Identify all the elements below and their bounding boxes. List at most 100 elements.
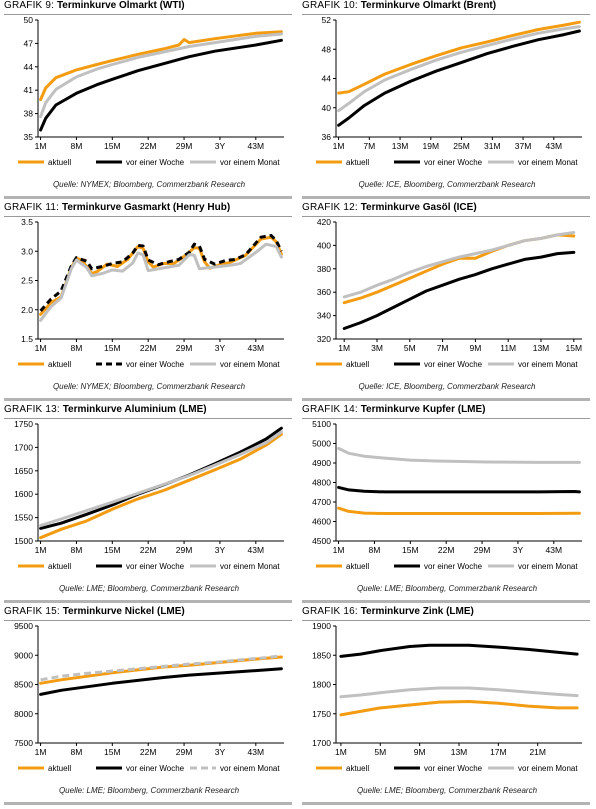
legend-label: vor einer Woche: [424, 158, 483, 167]
x-tick-label: 22M: [438, 545, 455, 555]
x-tick-label: 17M: [490, 747, 507, 757]
legend-label: aktuell: [48, 562, 71, 571]
y-tick-label: 320: [317, 334, 331, 344]
x-tick-label: 8M: [71, 141, 83, 151]
chart-panel-13: GRAFIK 13: Terminkurve Aluminium (LME) 1…: [0, 404, 298, 606]
chart-title: GRAFIK 9: Terminkurve Olmarkt (WTI): [4, 0, 185, 11]
legend-label: vor einer Woche: [126, 562, 185, 571]
x-tick-label: 8M: [71, 747, 83, 757]
series-line-3: [39, 242, 283, 322]
y-tick-label: 5100: [312, 419, 331, 429]
x-tick-label: 21M: [529, 747, 546, 757]
divider: [302, 216, 590, 217]
legend-label: vor einem Monat: [518, 158, 578, 167]
chart-source: Quelle: LME; Bloomberg, Commerzbank Rese…: [58, 786, 240, 795]
y-tick-label: 38: [24, 109, 34, 119]
y-tick-label: 7500: [14, 738, 33, 748]
series-line-3: [337, 446, 581, 464]
x-tick-label: 29M: [176, 343, 193, 353]
chart-title-text: Terminkurve Kupfer (LME): [360, 404, 486, 415]
y-tick-label: 2.5: [21, 276, 33, 286]
legend-label: aktuell: [346, 562, 369, 571]
chart-panel-12: GRAFIK 12: Terminkurve Gasöl (ICE) 320 34…: [298, 202, 596, 404]
series-line-1: [339, 700, 579, 717]
chart-title-text: Terminkurve Gasmarkt (Henry Hub): [61, 202, 231, 213]
chart-panel-9: GRAFIK 9: Terminkurve Olmarkt (WTI) 35 38…: [0, 0, 298, 202]
series-line-3: [339, 686, 579, 699]
chart-title-text: Terminkurve Olmarkt (Brent): [360, 0, 497, 11]
series-line-2: [39, 667, 283, 696]
chart-source: Quelle: NYMEX; Bloomberg, Commerzbank Re…: [52, 382, 246, 391]
x-tick-label: 37M: [515, 141, 532, 151]
x-tick-label: 13M: [533, 343, 550, 353]
x-tick-label: 1M: [35, 343, 47, 353]
y-tick-label: 1750: [14, 419, 33, 429]
y-tick-label: 41: [24, 85, 34, 95]
y-tick-label: 3.0: [21, 246, 33, 256]
x-tick-label: 43M: [248, 343, 265, 353]
series-line-2: [337, 485, 581, 494]
y-tick-label: 50: [24, 15, 34, 25]
divider: [302, 398, 590, 401]
x-tick-label: 1M: [35, 747, 47, 757]
divider: [302, 14, 590, 15]
y-tick-label: 4900: [312, 458, 331, 468]
y-tick-label: 1.5: [21, 334, 33, 344]
y-tick-label: 420: [317, 217, 331, 227]
x-tick-label: 1M: [335, 747, 347, 757]
x-tick-label: 8M: [71, 545, 83, 555]
y-tick-label: 1800: [312, 680, 331, 690]
chart-number: GRAFIK 13:: [4, 404, 60, 415]
x-tick-label: 3Y: [513, 545, 524, 555]
y-tick-label: 1750: [312, 709, 331, 719]
chart-title-text: Terminkurve Zink (LME): [360, 606, 474, 617]
x-tick-label: 22M: [140, 747, 157, 757]
series-line-3: [39, 430, 283, 528]
legend-label: vor einer Woche: [424, 764, 483, 773]
legend-label: vor einer Woche: [424, 360, 483, 369]
y-tick-label: 9500: [14, 621, 33, 631]
chart-panel-10: GRAFIK 10: Terminkurve Olmarkt (Brent) 3…: [298, 0, 596, 202]
chart-title: GRAFIK 14: Terminkurve Kupfer (LME): [302, 404, 486, 415]
y-tick-label: 2.0: [21, 305, 33, 315]
y-tick-label: 1900: [312, 621, 331, 631]
y-tick-label: 1550: [14, 513, 33, 523]
divider: [302, 600, 590, 603]
x-tick-label: 43M: [248, 141, 265, 151]
x-tick-label: 1M: [333, 141, 345, 151]
x-tick-label: 1M: [35, 545, 47, 555]
divider: [4, 196, 292, 199]
legend-label: aktuell: [48, 764, 71, 773]
x-tick-label: 43M: [248, 747, 265, 757]
x-tick-label: 13M: [392, 141, 409, 151]
x-tick-label: 5M: [374, 747, 386, 757]
x-tick-label: 43M: [248, 545, 265, 555]
divider: [4, 418, 292, 419]
y-tick-label: 4700: [312, 497, 331, 507]
y-tick-label: 1700: [312, 738, 331, 748]
chart-number: GRAFIK 14:: [302, 404, 358, 415]
legend-label: vor einem Monat: [220, 158, 280, 167]
y-tick-label: 44: [322, 74, 332, 84]
y-tick-label: 8500: [14, 680, 33, 690]
x-tick-label: 7M: [437, 343, 449, 353]
x-tick-label: 43M: [546, 545, 563, 555]
legend-label: vor einer Woche: [126, 360, 185, 369]
legend-label: vor einer Woche: [126, 158, 185, 167]
chart-svg: 4500 4600 4700 4800 4900 5000 5100 1M 8M 15M 22M 29…: [312, 419, 582, 571]
y-tick-label: 35: [24, 132, 34, 142]
x-tick-label: 11M: [500, 343, 516, 353]
legend-label: vor einem Monat: [518, 562, 578, 571]
chart-source: Quelle: LME; Bloomberg, Commerzbank Rese…: [356, 584, 538, 593]
divider: [302, 620, 590, 621]
chart-title: GRAFIK 10: Terminkurve Olmarkt (Brent): [302, 0, 496, 11]
chart-svg: 1.5 2.0 2.5 3.0 3.5 1M 8M 15M 22M 29M 3Y 43M aktuell…: [18, 217, 284, 369]
chart-source: Quelle: ICE, Bloomberg, Commerzbank Rese…: [358, 382, 536, 391]
chart-source: Quelle: NYMEX; Bloomberg, Commerzbank Re…: [52, 180, 246, 189]
legend-label: aktuell: [346, 158, 369, 167]
y-tick-label: 1600: [14, 489, 33, 499]
y-tick-label: 340: [317, 311, 331, 321]
y-tick-label: 9000: [14, 650, 33, 660]
x-tick-label: 15M: [104, 141, 121, 151]
legend-label: aktuell: [346, 764, 369, 773]
